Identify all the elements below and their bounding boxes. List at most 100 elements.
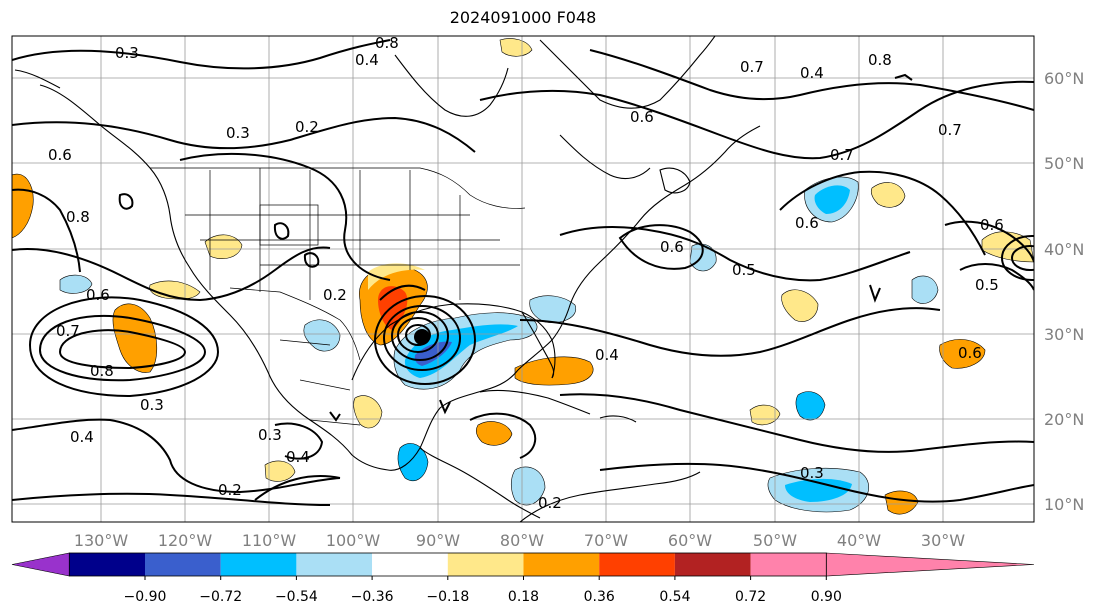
positive-shading-gulf-edge xyxy=(368,263,425,290)
contour-label: 0.7 xyxy=(56,322,80,340)
contour-label: 0.6 xyxy=(958,344,982,362)
contour-label: 0.4 xyxy=(800,64,824,82)
positive-shading-greenland xyxy=(499,38,533,57)
contour-label: 0.7 xyxy=(740,58,764,76)
west-alaska xyxy=(14,69,61,89)
negative-shading-gulf-core xyxy=(404,324,518,378)
positive-shading-rockies xyxy=(204,234,243,259)
labrador xyxy=(559,134,651,180)
colorbar-tick-label: −0.72 xyxy=(199,589,242,605)
mexico-states xyxy=(279,339,361,426)
lon-label: 100°W xyxy=(326,531,381,550)
contour-label: 0.2 xyxy=(218,481,242,499)
colorbar-segment xyxy=(750,553,827,576)
negative-shading-west xyxy=(59,274,93,294)
colorbar: −0.90 −0.72 −0.54 −0.36 −0.18 0.18 0.36 0.54 0.7… xyxy=(11,552,1035,605)
map-frame xyxy=(11,35,1035,523)
colorbar-tick-label: 0.90 xyxy=(811,589,842,605)
north-america-coastline xyxy=(39,84,761,471)
contour-label: 0.8 xyxy=(375,34,399,52)
colorbar-segment xyxy=(69,553,145,576)
map-panel: 0.3 0.3 0.2 0.4 0.8 0.6 0.8 0.7 0.8 0.7 … xyxy=(12,34,1034,522)
hudson-bay xyxy=(394,54,509,117)
negative-shading-midatl xyxy=(689,243,717,272)
state-lines-2 xyxy=(185,214,520,266)
contour-label: 0.3 xyxy=(800,464,824,482)
negative-shading-atlantic-north-core xyxy=(814,185,850,214)
contour-label: 0.6 xyxy=(86,286,110,304)
gulf-coast xyxy=(351,303,556,381)
contour-label: 0.7 xyxy=(938,121,962,139)
negative-shading-east-atl xyxy=(911,275,939,304)
lon-label: 50°W xyxy=(753,531,797,550)
contour-label: 0.3 xyxy=(226,124,250,142)
latitude-axis: 60°N 50°N 40°N 30°N 20°N 10°N xyxy=(1044,69,1084,514)
lat-label: 60°N xyxy=(1044,69,1084,88)
colorbar-tick-label: −0.18 xyxy=(426,589,469,605)
contour-label: 0.6 xyxy=(795,214,819,232)
lon-label: 90°W xyxy=(416,531,460,550)
contour-label: 0.5 xyxy=(732,261,756,279)
florida-peninsula xyxy=(521,311,555,379)
contour-label: 0.7 xyxy=(830,146,854,164)
contour-label: 0.3 xyxy=(258,426,282,444)
lon-label: 120°W xyxy=(158,531,213,550)
cuba xyxy=(479,389,591,415)
positive-shading-atl-a xyxy=(870,182,906,208)
contour-label-group: 0.3 0.3 0.2 0.4 0.8 0.6 0.8 0.7 0.8 0.7 … xyxy=(48,34,1004,512)
shaded-anomaly-regions xyxy=(12,38,1034,515)
contour-label: 0.6 xyxy=(630,108,654,126)
colorbar-segment xyxy=(145,553,221,576)
contour-label: 0.8 xyxy=(868,51,892,69)
contour-label: 0.3 xyxy=(140,396,164,414)
contour-label: 0.8 xyxy=(66,208,90,226)
contour-label: 0.4 xyxy=(595,346,619,364)
lon-label: 70°W xyxy=(584,531,628,550)
colorbar-segment xyxy=(599,553,675,576)
lat-label: 50°N xyxy=(1044,154,1084,173)
contour-lines xyxy=(12,39,1034,506)
lon-label: 30°W xyxy=(921,531,965,550)
lon-label: 40°W xyxy=(837,531,881,550)
longitude-axis: 130°W 120°W 110°W 100°W 90°W 80°W 70°W 6… xyxy=(74,531,965,550)
contour-label: 0.2 xyxy=(295,118,319,136)
lat-label: 40°N xyxy=(1044,240,1084,259)
lat-label: 30°N xyxy=(1044,325,1084,344)
lon-label: 60°W xyxy=(668,531,712,550)
lon-label: 80°W xyxy=(500,531,544,550)
colorbar-segment xyxy=(372,553,448,576)
positive-shading-atl-c xyxy=(749,404,781,426)
lat-label: 20°N xyxy=(1044,410,1084,429)
colorbar-segment xyxy=(447,553,524,576)
colorbar-high-extend xyxy=(825,552,1035,577)
colorbar-low-extend xyxy=(11,552,70,577)
negative-shading-florida xyxy=(529,295,577,323)
contour-label: 0.6 xyxy=(980,216,1004,234)
central-america xyxy=(419,447,541,519)
contour-label: 0.2 xyxy=(323,286,347,304)
coastlines xyxy=(14,36,761,522)
us-canada-border xyxy=(150,167,526,209)
positive-shading-far-east xyxy=(981,231,1034,263)
contour-label: 0.6 xyxy=(48,146,72,164)
positive-shading-caribbean xyxy=(476,421,513,446)
colorbar-segment xyxy=(220,553,297,576)
negative-shading-caribbean xyxy=(397,443,429,482)
colorbar-tick-label: 0.36 xyxy=(584,589,615,605)
colorbar-tick-label: −0.54 xyxy=(275,589,318,605)
colorbar-segment xyxy=(523,553,600,576)
newfoundland xyxy=(659,167,691,194)
greenland xyxy=(539,36,716,109)
positive-shading-yucatan xyxy=(353,395,383,429)
political-borders xyxy=(150,167,526,426)
state-box-colorado xyxy=(259,204,319,246)
positive-shading-east-atl xyxy=(939,339,986,369)
lon-label: 110°W xyxy=(242,531,297,550)
positive-shading-pacific xyxy=(264,460,296,482)
lat-label: 10°N xyxy=(1044,495,1084,514)
negative-shading-atl-south-core xyxy=(785,478,852,502)
storm-center-dot-icon xyxy=(414,329,430,345)
positive-shading-atl-b xyxy=(781,289,819,322)
map-title: 2024091000 F048 xyxy=(449,8,597,27)
